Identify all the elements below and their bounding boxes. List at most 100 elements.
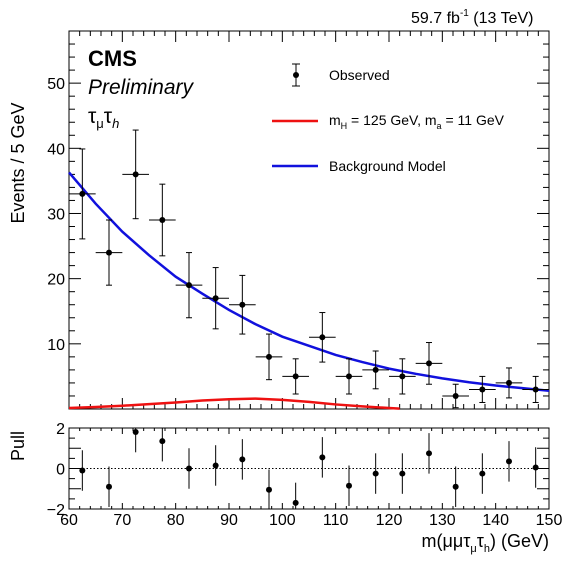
pull-point bbox=[106, 466, 112, 507]
cms-label: CMS bbox=[88, 46, 137, 71]
observed-point bbox=[335, 358, 363, 395]
x-tick-label: 80 bbox=[167, 512, 185, 529]
pull-axis-ticks bbox=[68, 427, 550, 510]
y-tick-label: 30 bbox=[47, 206, 65, 223]
pull-tick-labels: 2 0 −2 bbox=[47, 421, 65, 519]
pull-point bbox=[479, 453, 486, 494]
data-marker bbox=[212, 295, 219, 302]
pull-marker bbox=[212, 462, 219, 469]
pull-marker bbox=[346, 482, 352, 489]
data-marker bbox=[132, 171, 139, 178]
signal-curve bbox=[68, 397, 400, 410]
pull-tick-label: 0 bbox=[56, 462, 65, 479]
pull-point bbox=[346, 465, 352, 506]
pull-point bbox=[132, 428, 139, 453]
data-marker bbox=[346, 373, 352, 380]
observed-point bbox=[95, 219, 123, 286]
legend-background-label: Background Model bbox=[329, 158, 446, 174]
pull-marker bbox=[239, 456, 246, 463]
data-marker bbox=[292, 373, 299, 380]
pull-point bbox=[79, 450, 86, 491]
pull-point bbox=[186, 448, 192, 489]
pull-marker bbox=[79, 467, 86, 474]
observed-point bbox=[389, 358, 416, 395]
y-tick-label: 20 bbox=[47, 272, 65, 289]
x-tick-labels: 60 70 80 90 100 110 120 130 140 150 bbox=[60, 512, 562, 529]
pull-point bbox=[452, 466, 459, 507]
data-marker bbox=[399, 373, 406, 380]
observed-point bbox=[309, 312, 336, 363]
observed-point bbox=[202, 267, 229, 330]
pull-point bbox=[319, 437, 326, 478]
x-tick-label: 150 bbox=[536, 512, 563, 529]
data-marker bbox=[506, 379, 512, 386]
data-marker bbox=[79, 190, 86, 197]
observed-point bbox=[175, 252, 203, 319]
data-marker bbox=[372, 366, 379, 373]
observed-point bbox=[415, 342, 443, 385]
pull-marker bbox=[506, 458, 512, 465]
observed-point bbox=[495, 367, 523, 399]
pull-point bbox=[212, 445, 219, 486]
data-marker bbox=[106, 249, 112, 256]
observed-point bbox=[229, 274, 256, 335]
x-tick-label: 140 bbox=[482, 512, 509, 529]
x-tick-label: 120 bbox=[376, 512, 403, 529]
data-marker bbox=[452, 392, 459, 399]
pull-marker bbox=[186, 465, 192, 472]
x-tick-label: 130 bbox=[429, 512, 456, 529]
observed-point bbox=[522, 375, 549, 403]
pull-marker bbox=[106, 483, 112, 490]
pull-marker bbox=[399, 470, 406, 477]
y-axis-label: Events / 5 GeV bbox=[8, 102, 28, 223]
y-tick-label: 10 bbox=[47, 337, 65, 354]
main-axis-ticks bbox=[68, 30, 550, 410]
pull-point bbox=[532, 447, 539, 488]
legend-signal-label: mH = 125 GeV, ma = 11 GeV bbox=[329, 112, 505, 131]
x-tick-label: 70 bbox=[113, 512, 131, 529]
pull-point bbox=[159, 428, 166, 462]
y-tick-label: 50 bbox=[47, 76, 65, 93]
pull-point bbox=[506, 441, 512, 482]
x-tick-label: 110 bbox=[323, 512, 349, 529]
pull-marker bbox=[319, 454, 326, 461]
observed-point bbox=[442, 383, 469, 409]
legend: Observed mH = 125 GeV, ma = 11 GeV Backg… bbox=[272, 63, 505, 174]
observed-point bbox=[469, 375, 496, 403]
pull-marker bbox=[159, 438, 166, 445]
pull-point bbox=[239, 439, 246, 480]
data-marker bbox=[426, 360, 432, 367]
data-marker bbox=[266, 353, 272, 360]
preliminary-label: Preliminary bbox=[88, 76, 195, 99]
legend-entry-observed: Observed bbox=[292, 63, 390, 87]
observed-point bbox=[149, 183, 176, 257]
data-marker bbox=[159, 217, 166, 223]
observed-point bbox=[362, 350, 389, 390]
data-marker bbox=[532, 386, 539, 393]
observed-point bbox=[255, 333, 283, 381]
legend-entry-signal: mH = 125 GeV, ma = 11 GeV bbox=[272, 112, 505, 131]
pull-marker bbox=[132, 429, 139, 436]
channel-label: τμτh bbox=[88, 105, 119, 131]
pull-point bbox=[292, 482, 299, 509]
data-marker bbox=[479, 386, 486, 393]
pull-marker bbox=[266, 486, 272, 493]
pull-marker bbox=[372, 470, 379, 477]
pull-marker bbox=[532, 464, 539, 471]
observed-points bbox=[69, 129, 549, 409]
x-tick-label: 60 bbox=[60, 512, 78, 529]
pull-axis-label: Pull bbox=[8, 431, 28, 461]
pull-point bbox=[426, 433, 432, 474]
y-tick-label: 40 bbox=[47, 141, 65, 158]
observed-point bbox=[69, 148, 96, 240]
observed-point bbox=[282, 358, 309, 395]
pull-point bbox=[266, 469, 272, 509]
y-tick-labels: 10 20 30 40 50 bbox=[47, 76, 65, 354]
x-tick-label: 100 bbox=[269, 512, 296, 529]
background-curve bbox=[68, 171, 550, 392]
data-marker bbox=[239, 301, 246, 308]
pull-point bbox=[399, 453, 406, 494]
main-plot-frame bbox=[68, 30, 550, 410]
data-marker bbox=[319, 334, 326, 341]
